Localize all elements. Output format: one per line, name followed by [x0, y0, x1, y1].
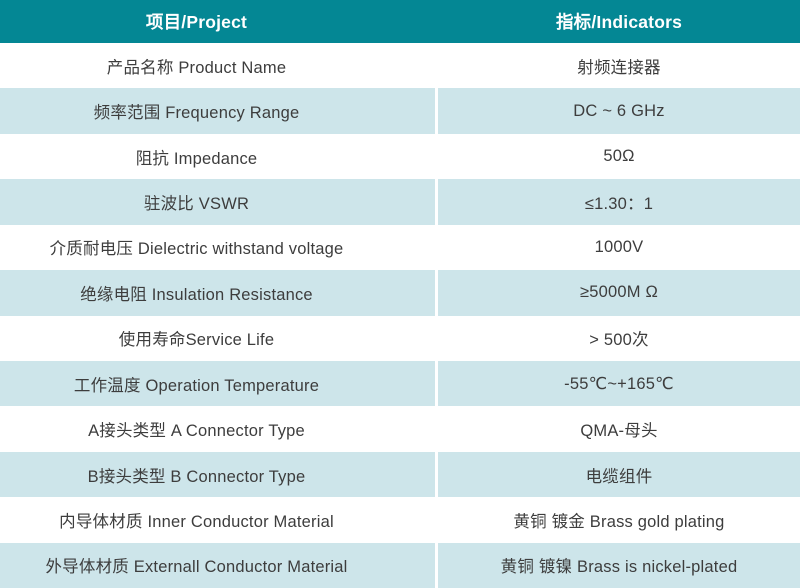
- project-cell: 驻波比 VSWR: [0, 179, 435, 225]
- table-row: 绝缘电阻 Insulation Resistance ≥5000M Ω: [0, 270, 800, 316]
- project-cell: 频率范围 Frequency Range: [0, 88, 435, 134]
- indicator-cell: 射频连接器: [577, 58, 661, 77]
- table-row: 驻波比 VSWR ≤1.30：1: [0, 179, 800, 225]
- indicator-cell: 黄铜 镀镍 Brass is nickel-plated: [438, 542, 800, 588]
- table-header-row: 项目/Project 指标/Indicators: [0, 0, 800, 43]
- header-project-cell: 项目/Project: [145, 12, 248, 32]
- project-cell: 内导体材质 Inner Conductor Material: [59, 512, 334, 531]
- project-cell: B接头类型 B Connector Type: [0, 451, 435, 498]
- indicator-cell: QMA-母头: [580, 422, 658, 441]
- project-cell: 绝缘电阻 Insulation Resistance: [0, 270, 435, 316]
- header-indicators-cell: 指标/Indicators: [555, 12, 683, 32]
- table-row: 介质耐电压 Dielectric withstand voltage 1000V: [0, 224, 800, 271]
- table-row: A接头类型 A Connector Type QMA-母头: [0, 406, 800, 452]
- project-cell: 介质耐电压 Dielectric withstand voltage: [49, 240, 344, 259]
- indicator-cell: > 500次: [589, 331, 649, 350]
- project-cell: A接头类型 A Connector Type: [88, 422, 305, 441]
- project-cell: 阻抗 Impedance: [135, 149, 258, 168]
- indicator-cell: 电缆组件: [438, 451, 800, 498]
- table-row: B接头类型 B Connector Type 电缆组件: [0, 451, 800, 498]
- indicator-cell: 黄铜 镀金 Brass gold plating: [513, 512, 725, 531]
- project-cell: 工作温度 Operation Temperature: [0, 360, 435, 407]
- indicator-cell: -55℃~+165℃: [438, 360, 800, 407]
- table-row: 使用寿命Service Life > 500次: [0, 315, 800, 361]
- table-row: 外导体材质 Externall Conductor Material 黄铜 镀镍…: [0, 542, 800, 588]
- indicator-cell: DC ~ 6 GHz: [438, 88, 800, 134]
- project-cell: 产品名称 Product Name: [106, 58, 287, 77]
- table-row: 工作温度 Operation Temperature -55℃~+165℃: [0, 360, 800, 407]
- table-row: 内导体材质 Inner Conductor Material 黄铜 镀金 Bra…: [0, 497, 800, 543]
- project-cell: 使用寿命Service Life: [118, 331, 275, 350]
- table-row: 产品名称 Product Name 射频连接器: [0, 43, 800, 89]
- indicator-cell: 1000V: [594, 237, 644, 256]
- indicator-cell: ≤1.30：1: [438, 179, 800, 225]
- indicator-cell: 50Ω: [603, 147, 635, 166]
- project-cell: 外导体材质 Externall Conductor Material: [0, 542, 435, 588]
- table-row: 频率范围 Frequency Range DC ~ 6 GHz: [0, 88, 800, 134]
- indicator-cell: ≥5000M Ω: [438, 270, 800, 316]
- table-row: 阻抗 Impedance 50Ω: [0, 133, 800, 180]
